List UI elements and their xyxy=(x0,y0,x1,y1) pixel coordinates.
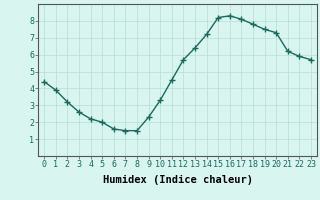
X-axis label: Humidex (Indice chaleur): Humidex (Indice chaleur) xyxy=(103,175,252,185)
